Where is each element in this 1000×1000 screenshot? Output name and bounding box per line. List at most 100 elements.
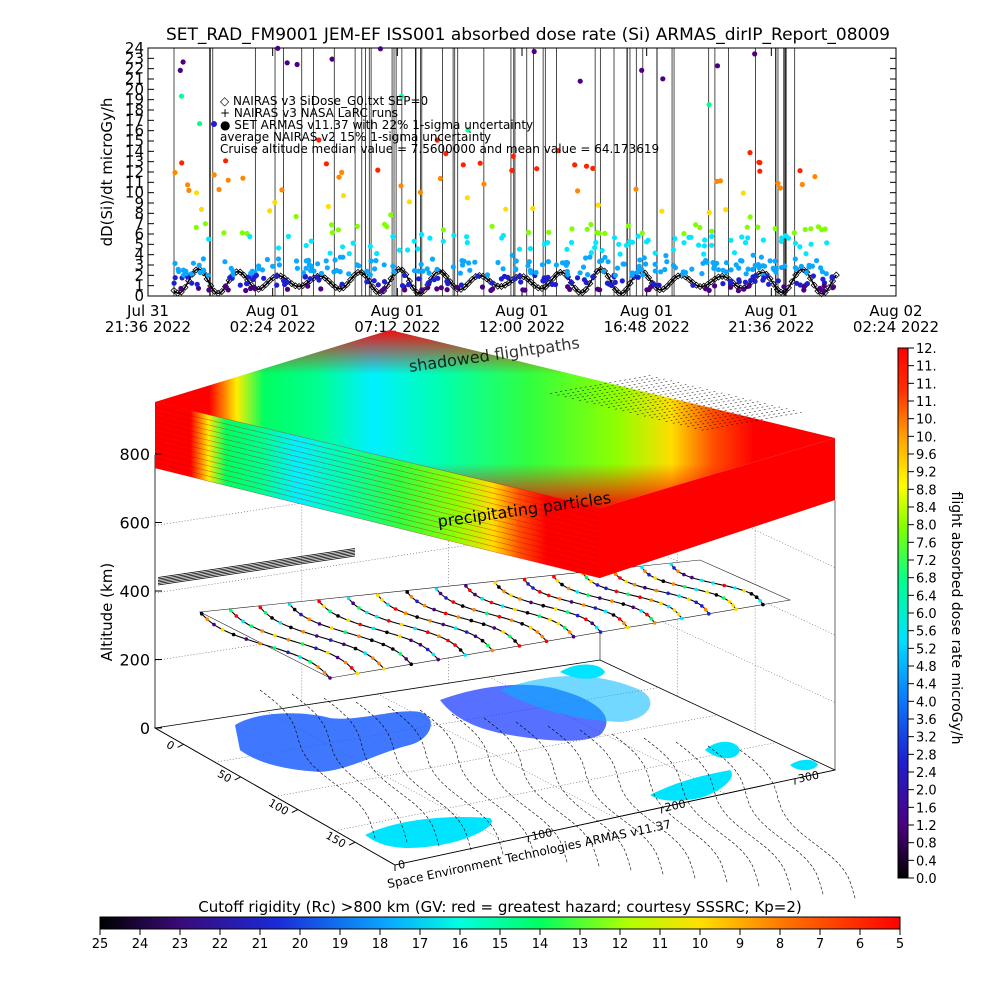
flight-track-point — [272, 646, 277, 650]
flight-track-point — [552, 574, 556, 579]
armas-data-point — [757, 168, 763, 174]
rc-colorbar-tick-label: 7 — [816, 937, 824, 952]
side-ribbon-line — [157, 551, 356, 581]
x-tick-label-time: 02:24 2022 — [230, 318, 316, 336]
shadowed-flightpaths-slab: shadowed flightpaths precipitating parti… — [154, 330, 835, 579]
altitude-tick-label: 0 — [140, 719, 150, 738]
dose-colorbar-tick-label: 4.0 — [916, 695, 937, 710]
armas-data-point — [303, 242, 309, 249]
flight-track-point — [707, 612, 711, 616]
continent-shape — [365, 816, 492, 848]
armas-data-point — [458, 282, 464, 288]
slab-layer-line — [154, 416, 601, 525]
y-tick-label: 13 — [125, 153, 144, 171]
armas-data-point — [799, 181, 805, 188]
armas-data-point — [712, 283, 718, 289]
longitude-tick-label: 200 — [664, 797, 687, 814]
flight-track-point — [343, 660, 348, 665]
armas-data-point — [364, 279, 370, 285]
armas-data-point — [533, 269, 539, 276]
armas-data-point — [197, 121, 203, 127]
armas-data-point — [652, 268, 658, 274]
nairas-diamond-point — [586, 279, 594, 288]
ground-track-line — [643, 737, 760, 889]
armas-data-point — [327, 250, 333, 256]
armas-data-point — [275, 245, 282, 251]
legend: ◇ NAIRAS v3 SiDose_G0.txt SEP=0 + NAIRAS… — [211, 94, 659, 156]
armas-data-point — [709, 233, 715, 240]
flight-track-point — [604, 586, 608, 591]
flight-track-point — [624, 579, 628, 584]
armas-data-point — [612, 279, 618, 285]
armas-data-point — [792, 256, 798, 262]
flight-track-point — [436, 657, 441, 662]
armas-data-point — [527, 267, 534, 274]
flight-track-point — [518, 597, 522, 601]
nairas-diamond-point — [575, 288, 583, 296]
flight-track-point — [677, 594, 681, 598]
legend-entry-3: ● SET ARMAS v11.37 with 22% 1-sigma unce… — [220, 118, 533, 132]
nairas-diamond-point — [335, 285, 344, 293]
rc-colorbar-tick-label: 14 — [532, 937, 549, 952]
armas-data-point — [437, 175, 443, 182]
armas-data-point — [818, 265, 824, 271]
flight-track-point — [370, 638, 374, 642]
nairas-diamond-point — [770, 280, 778, 288]
armas-data-point — [747, 214, 753, 220]
armas-data-point — [309, 266, 315, 272]
armas-data-point — [760, 237, 767, 243]
flight-track-point — [473, 592, 477, 597]
armas-data-point — [180, 59, 186, 65]
flight-track-point — [575, 590, 580, 594]
flight-track-point — [438, 591, 443, 596]
armas-data-point — [443, 151, 449, 157]
flight-track-point — [386, 619, 391, 623]
armas-data-point — [285, 233, 291, 239]
armas-data-point — [714, 260, 720, 266]
slab-track-shadow — [600, 387, 701, 406]
altitude-axis-label: Altitude (km) — [98, 563, 116, 661]
armas-data-point — [568, 239, 575, 246]
nairas-diamond-point — [615, 289, 623, 297]
flight-track-point — [643, 585, 647, 590]
flight-track-point — [742, 589, 746, 593]
flight-track-point — [441, 622, 446, 627]
nairas-diamond-point — [622, 285, 631, 293]
armas-data-point — [744, 224, 750, 230]
armas-data-point — [745, 266, 751, 272]
time-series-panel: 0123456789101112131415161718192021222324… — [98, 39, 939, 336]
flight-track-point — [722, 596, 726, 600]
continent-shape — [500, 676, 651, 722]
armas-data-point — [381, 279, 388, 285]
longitude-tick-label: 100 — [530, 826, 553, 843]
armas-data-point — [390, 263, 396, 269]
flight-track-point — [343, 630, 347, 634]
armas-data-point — [464, 240, 470, 246]
nairas-diamond-point — [266, 277, 274, 285]
flight-track-point — [346, 596, 351, 601]
rc-colorbar-tick-label: 13 — [572, 937, 589, 952]
rc-colorbar-tick-label: 15 — [492, 937, 509, 952]
flight-track-point — [468, 588, 472, 593]
armas-data-point — [427, 235, 433, 241]
y-tick-label: 16 — [125, 122, 144, 140]
armas-data-point — [525, 263, 531, 269]
y-tick-label: 2 — [134, 266, 144, 284]
flight-track-point — [458, 648, 463, 652]
armas-data-point — [416, 268, 422, 274]
armas-data-point — [781, 284, 787, 290]
armas-data-point — [735, 288, 742, 294]
armas-data-point — [564, 246, 570, 252]
armas-data-point — [434, 137, 440, 143]
armas-data-point — [225, 287, 231, 293]
armas-data-point — [752, 51, 758, 57]
armas-data-point — [526, 229, 532, 236]
dose-rate-series — [170, 45, 840, 298]
flight-track-point — [669, 562, 674, 567]
continent-shape — [790, 759, 818, 771]
armas-data-point — [368, 258, 374, 264]
nairas-diamond-point — [240, 271, 248, 279]
flight-track-point — [694, 600, 698, 605]
armas-data-point — [614, 265, 621, 271]
armas-data-point — [755, 224, 761, 230]
